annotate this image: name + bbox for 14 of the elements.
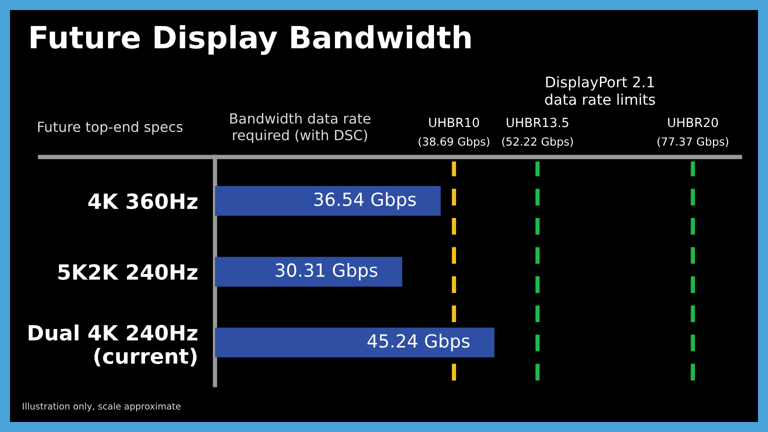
text: Bandwidth data rate required (with DSC) (230, 112, 370, 144)
data-label: 45.24 Gbps (368, 334, 470, 352)
text: Illustration only, scale approximate (22, 402, 181, 412)
ref-line-label: UHBR20 (77.37 Gbps) (658, 118, 728, 148)
ref-line-label: UHBR10 (38.69 Gbps) (418, 118, 490, 148)
text: Future top-end specs (38, 121, 183, 135)
y-tick-label: Dual 4K 240Hz (current) (28, 324, 198, 366)
ref-line-label: UHBR13.5 (52.22 Gbps) (502, 118, 573, 148)
chart-title: Future Display Bandwidth (30, 25, 471, 55)
y-tick-label: 5K2K 240Hz (58, 264, 198, 280)
y-tick-label: 4K 360Hz (88, 193, 198, 210)
data-label: 30.31 Gbps (276, 262, 378, 280)
text: DisplayPort 2.1 data rate limits (545, 76, 655, 105)
data-label: 36.54 Gbps (314, 192, 416, 210)
